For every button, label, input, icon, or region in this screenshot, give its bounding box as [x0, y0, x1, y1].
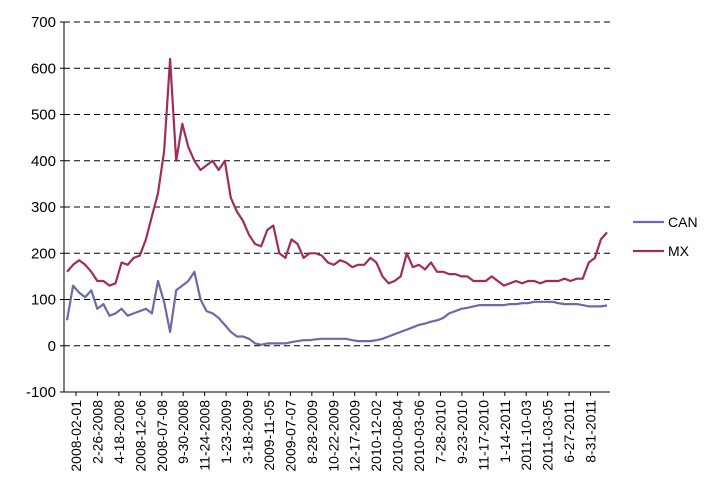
- series-lines: [65, 57, 608, 346]
- x-tick-label: 10-22-2009: [325, 400, 341, 472]
- y-tick-label: 400: [31, 153, 56, 170]
- x-tick-label: 2008-02-01: [68, 400, 84, 472]
- x-tick-label: 7-28-2010: [432, 400, 448, 464]
- legend-label-can: CAN: [668, 214, 698, 230]
- series-line-mx: [66, 57, 608, 287]
- x-tick-label: 2011-10-03: [518, 400, 534, 471]
- x-tick-label: 2009-11-05: [261, 400, 277, 471]
- y-tick-label: -100: [26, 384, 56, 401]
- legend-label-mx: MX: [668, 243, 690, 259]
- y-tick-label: 600: [31, 60, 56, 77]
- x-tick-label: 2-26-2008: [89, 400, 105, 464]
- x-tick-label: 12-17-2009: [347, 400, 363, 472]
- gridlines: [64, 21, 610, 347]
- x-tick-label: 8-28-2009: [304, 400, 320, 464]
- x-tick-label: 2008-12-06: [132, 400, 148, 472]
- x-tick-label: 2009-07-07: [282, 400, 298, 472]
- x-tick-label: 9-23-2010: [454, 400, 470, 464]
- x-axis: 2008-02-01 2-26-2008 4-18-2008 2008-12-06 20…: [64, 391, 610, 472]
- x-tick-label: 4-18-2008: [111, 400, 127, 464]
- x-tick-label: 1-14-2011: [497, 400, 513, 463]
- x-tick-label: 2011-03-05: [540, 400, 556, 471]
- x-tick-label: 8-31-2011: [583, 400, 599, 463]
- legend: CAN MX: [633, 214, 698, 259]
- x-tick-label: 2010-08-04: [390, 400, 406, 472]
- x-tick-label: 9-30-2008: [175, 400, 191, 464]
- x-tick-label: 11-24-2008: [197, 400, 213, 471]
- x-tick-label: 2010-03-06: [411, 400, 427, 472]
- x-tick-label: 3-18-2009: [240, 400, 256, 464]
- x-tick-label: 2010-12-02: [368, 400, 384, 472]
- y-tick-label: 700: [31, 14, 56, 31]
- x-tick-label: 6-27-2011: [561, 400, 577, 463]
- y-tick-label: 500: [31, 107, 56, 124]
- y-tick-label: 0: [48, 338, 56, 355]
- x-tick-label: 2008-07-08: [154, 400, 170, 472]
- y-tick-label: 100: [31, 292, 56, 309]
- y-tick-label: 200: [31, 245, 56, 262]
- x-tick-label: 1-23-2009: [218, 400, 234, 464]
- x-tick-label: 11-17-2010: [475, 400, 491, 471]
- y-tick-label: 300: [31, 199, 56, 216]
- series-line-can: [65, 270, 608, 346]
- y-axis: -100 0 100 200 300 400 500 600 700: [26, 14, 65, 401]
